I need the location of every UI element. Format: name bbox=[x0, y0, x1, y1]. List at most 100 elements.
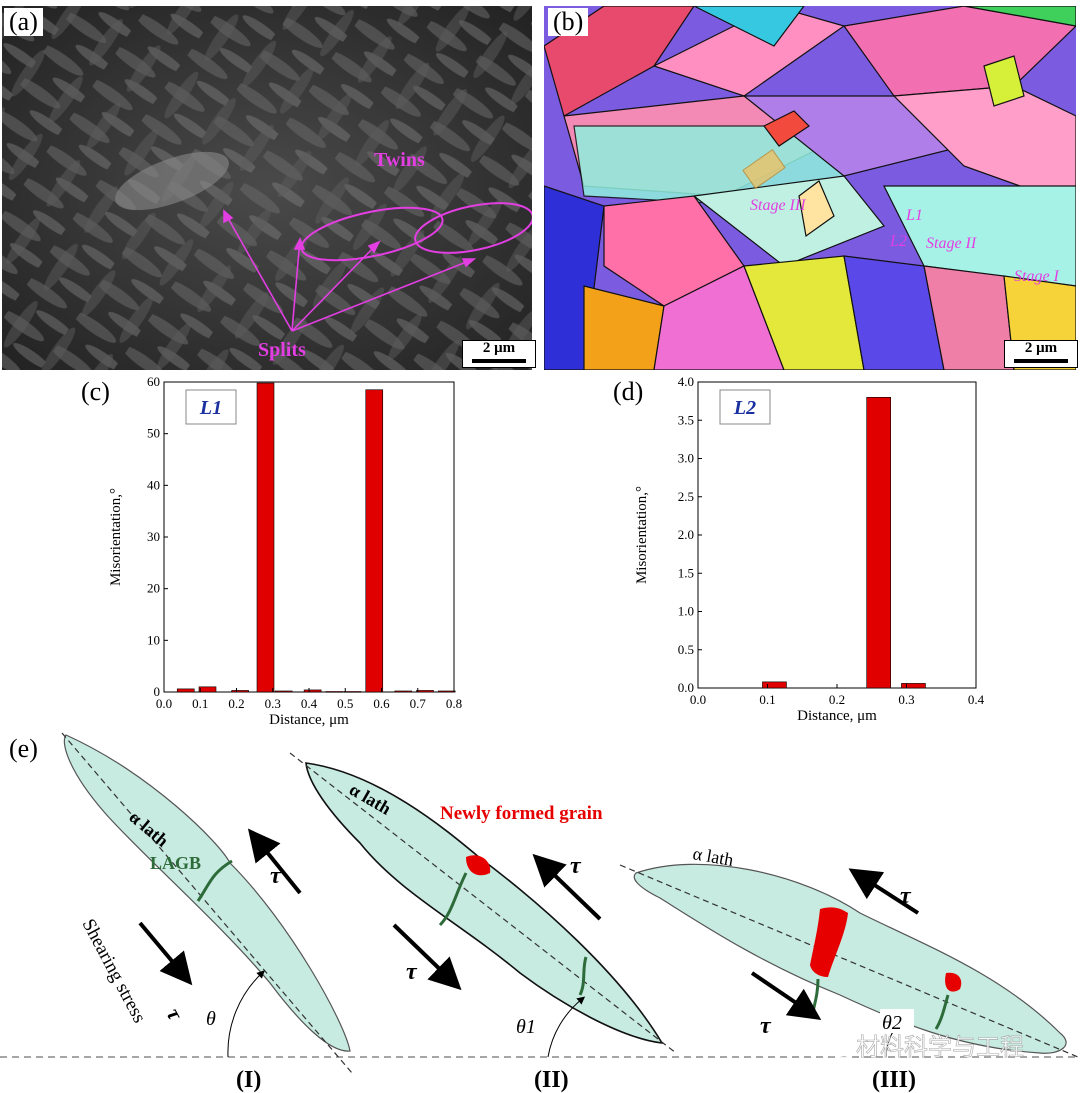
bar bbox=[274, 690, 293, 693]
y-tick-label: 40 bbox=[147, 477, 160, 492]
y-tick-label: 0.5 bbox=[678, 642, 694, 657]
sem-micrograph: Twins Splits bbox=[2, 6, 532, 370]
y-tick-label: 3.0 bbox=[678, 451, 694, 466]
y-tick-label: 3.5 bbox=[678, 412, 694, 427]
tau-label: τ bbox=[270, 863, 282, 889]
bar bbox=[394, 690, 413, 693]
bar bbox=[866, 396, 891, 689]
bar bbox=[901, 683, 926, 689]
plot-frame bbox=[163, 381, 455, 693]
y-tick-label: 0 bbox=[154, 684, 161, 699]
misorientation-chart-l2: 0.0 0.1 0.2 0.3 0.4 0.0 0.5 1.0 1.5 2.0 2.5 3.0 3.5 4… bbox=[634, 374, 985, 724]
x-tick-label: 0.1 bbox=[192, 696, 208, 711]
lath-axis bbox=[61, 732, 353, 1074]
stage3-label: Stage III bbox=[750, 197, 806, 214]
x-tick-label: 0.0 bbox=[690, 692, 706, 707]
tau-label: τ bbox=[162, 1004, 189, 1025]
shear-arrow-up bbox=[848, 868, 920, 915]
panel-label-b: (b) bbox=[548, 8, 589, 36]
y-axis-label: Misorientation,° bbox=[634, 486, 650, 584]
x-tick-label: 0.0 bbox=[156, 696, 172, 711]
l1-label: L1 bbox=[905, 207, 923, 224]
panel-label-d: (d) bbox=[608, 378, 649, 406]
new-grain-stage3-small bbox=[945, 972, 962, 992]
stage-label-1: (I) bbox=[236, 1067, 261, 1093]
bar bbox=[762, 681, 787, 689]
bar bbox=[365, 389, 384, 693]
bar bbox=[231, 690, 249, 693]
ebsd-texture: Stage III Stage II Stage I L1 L2 bbox=[544, 6, 1076, 370]
shear-arrow-down bbox=[750, 971, 822, 1020]
bar bbox=[198, 686, 217, 693]
bar bbox=[325, 691, 344, 693]
stage2-label: Stage II bbox=[926, 235, 977, 252]
splits-label: Splits bbox=[258, 339, 306, 361]
ebsd-map: Stage III Stage II Stage I L1 L2 bbox=[544, 6, 1076, 370]
x-axis-label: Distance, μm bbox=[797, 708, 877, 724]
plot-frame bbox=[697, 381, 977, 689]
tau-label: τ bbox=[900, 883, 912, 909]
y-tick-label: 20 bbox=[147, 581, 160, 596]
x-tick-label: 0.6 bbox=[373, 696, 390, 711]
panel-label-c: (c) bbox=[76, 378, 115, 406]
new-grain-stage3 bbox=[810, 907, 848, 977]
shear-arrow-up bbox=[247, 828, 302, 895]
y-tick-label: 30 bbox=[147, 529, 160, 544]
stage1-label: Stage I bbox=[1014, 268, 1060, 285]
bar bbox=[176, 688, 195, 693]
twins-label: Twins bbox=[374, 149, 425, 171]
x-tick-label: 0.3 bbox=[265, 696, 281, 711]
y-axis-label: Misorientation,° bbox=[108, 488, 124, 586]
tau-label: τ bbox=[760, 1013, 772, 1039]
new-grain-label: Newly formed grain bbox=[440, 803, 603, 824]
scale-bar-b: 2 μm bbox=[1004, 340, 1078, 368]
x-tick-label: 0.5 bbox=[337, 696, 353, 711]
lath-schematic: θ α lath LAGB Shearing stress τ τ θ1 α l… bbox=[0, 732, 1080, 1093]
y-tick-label: 10 bbox=[147, 632, 160, 647]
lagb-boundary bbox=[578, 956, 588, 996]
x-axis-label: Distance, μm bbox=[269, 712, 349, 728]
line-tag-box bbox=[719, 389, 771, 425]
shearing-stress-label: Shearing stress bbox=[78, 915, 150, 1026]
y-tick-label: 2.0 bbox=[678, 527, 694, 542]
x-tick-label: 0.8 bbox=[446, 696, 462, 711]
scale-bar-a: 2 μm bbox=[462, 340, 536, 368]
stage-label-3: (III) bbox=[872, 1067, 916, 1093]
shear-arrow-down bbox=[392, 923, 462, 991]
bar bbox=[303, 689, 322, 693]
y-tick-label: 4.0 bbox=[678, 374, 694, 389]
y-tick-label: 60 bbox=[147, 374, 160, 389]
theta-label: θ bbox=[206, 1008, 216, 1030]
lath-axis bbox=[619, 864, 1079, 1058]
alpha-lath-stage2 bbox=[305, 762, 664, 1044]
y-tick-label: 50 bbox=[147, 426, 160, 441]
lagb-boundary bbox=[196, 859, 233, 902]
lagb-boundary bbox=[438, 872, 468, 927]
panel-label-a: (a) bbox=[4, 8, 43, 36]
bar bbox=[437, 690, 456, 693]
y-tick-label: 0.0 bbox=[678, 680, 694, 695]
shear-arrow-up bbox=[532, 853, 602, 921]
x-tick-label: 0.2 bbox=[228, 696, 244, 711]
theta-arc bbox=[227, 970, 265, 1058]
y-tick-label: 2.5 bbox=[678, 489, 694, 504]
x-tick-label: 0.1 bbox=[759, 692, 775, 707]
line-tag-box bbox=[185, 389, 237, 425]
scale-bar-text: 2 μm bbox=[1024, 340, 1058, 356]
lagb-label: LAGB bbox=[150, 853, 201, 873]
l2-label: L2 bbox=[889, 233, 907, 250]
new-grain-stage2 bbox=[466, 855, 491, 876]
theta2-label: θ2 bbox=[882, 1012, 902, 1034]
lath-axis bbox=[289, 752, 677, 1054]
bar bbox=[416, 690, 434, 693]
x-tick-label: 0.7 bbox=[410, 696, 427, 711]
shear-arrow-down bbox=[138, 921, 193, 986]
x-tick-label: 0.4 bbox=[968, 692, 985, 707]
alpha-lath-stage3 bbox=[633, 863, 1067, 1054]
scale-bar-text: 2 μm bbox=[482, 340, 516, 356]
alpha-lath-stage1 bbox=[63, 734, 351, 1052]
x-tick-label: 0.4 bbox=[301, 696, 318, 711]
stage-label-2: (II) bbox=[534, 1067, 569, 1093]
bar bbox=[343, 691, 362, 693]
panel-label-e: (e) bbox=[4, 735, 43, 763]
